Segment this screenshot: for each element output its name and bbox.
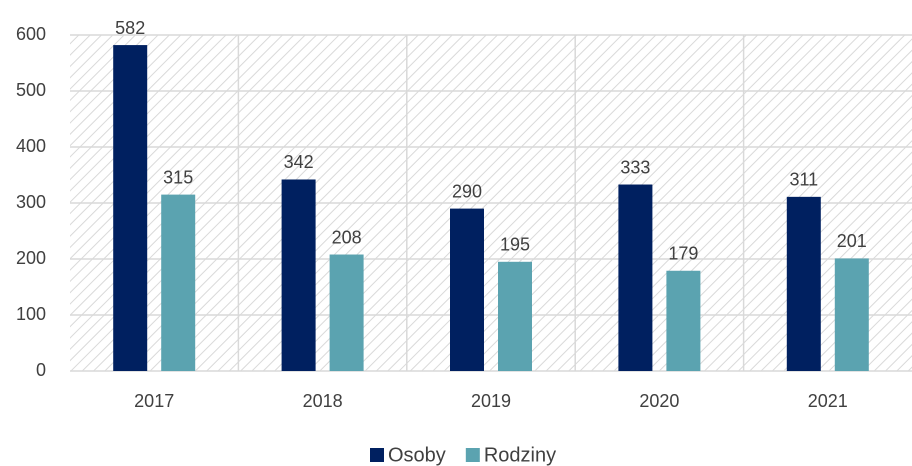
legend-swatch <box>465 448 480 462</box>
bar <box>329 254 364 371</box>
bar <box>666 270 701 371</box>
y-tick-label: 600 <box>16 24 46 44</box>
data-label: 315 <box>163 167 193 187</box>
bar <box>113 45 148 372</box>
x-tick-label: 2019 <box>471 391 511 411</box>
legend-label: Osoby <box>388 444 446 466</box>
bar <box>450 208 484 371</box>
bar <box>281 179 316 371</box>
data-label: 311 <box>789 170 818 190</box>
bar <box>618 184 653 371</box>
legend-label: Rodziny <box>484 444 556 466</box>
data-label: 208 <box>332 227 362 247</box>
bar <box>786 196 821 371</box>
y-tick-label: 200 <box>16 248 46 268</box>
y-tick-label: 100 <box>16 304 46 324</box>
bar <box>834 258 869 371</box>
y-tick-label: 500 <box>16 80 46 100</box>
bar <box>498 261 532 371</box>
y-tick-label: 300 <box>16 192 46 212</box>
data-label: 290 <box>452 181 482 201</box>
x-tick-label: 2018 <box>303 391 343 411</box>
data-label: 333 <box>620 157 650 177</box>
legend-swatch <box>370 448 384 462</box>
data-label: 195 <box>500 235 530 255</box>
bar <box>161 194 196 371</box>
data-label: 179 <box>668 244 698 264</box>
data-label: 582 <box>115 18 145 38</box>
y-tick-label: 0 <box>36 360 46 380</box>
x-tick-label: 2021 <box>808 391 848 411</box>
data-label: 342 <box>284 152 314 172</box>
x-tick-label: 2017 <box>134 391 174 411</box>
y-tick-label: 400 <box>16 136 46 156</box>
data-label: 201 <box>837 231 867 251</box>
x-tick-label: 2020 <box>639 391 679 411</box>
